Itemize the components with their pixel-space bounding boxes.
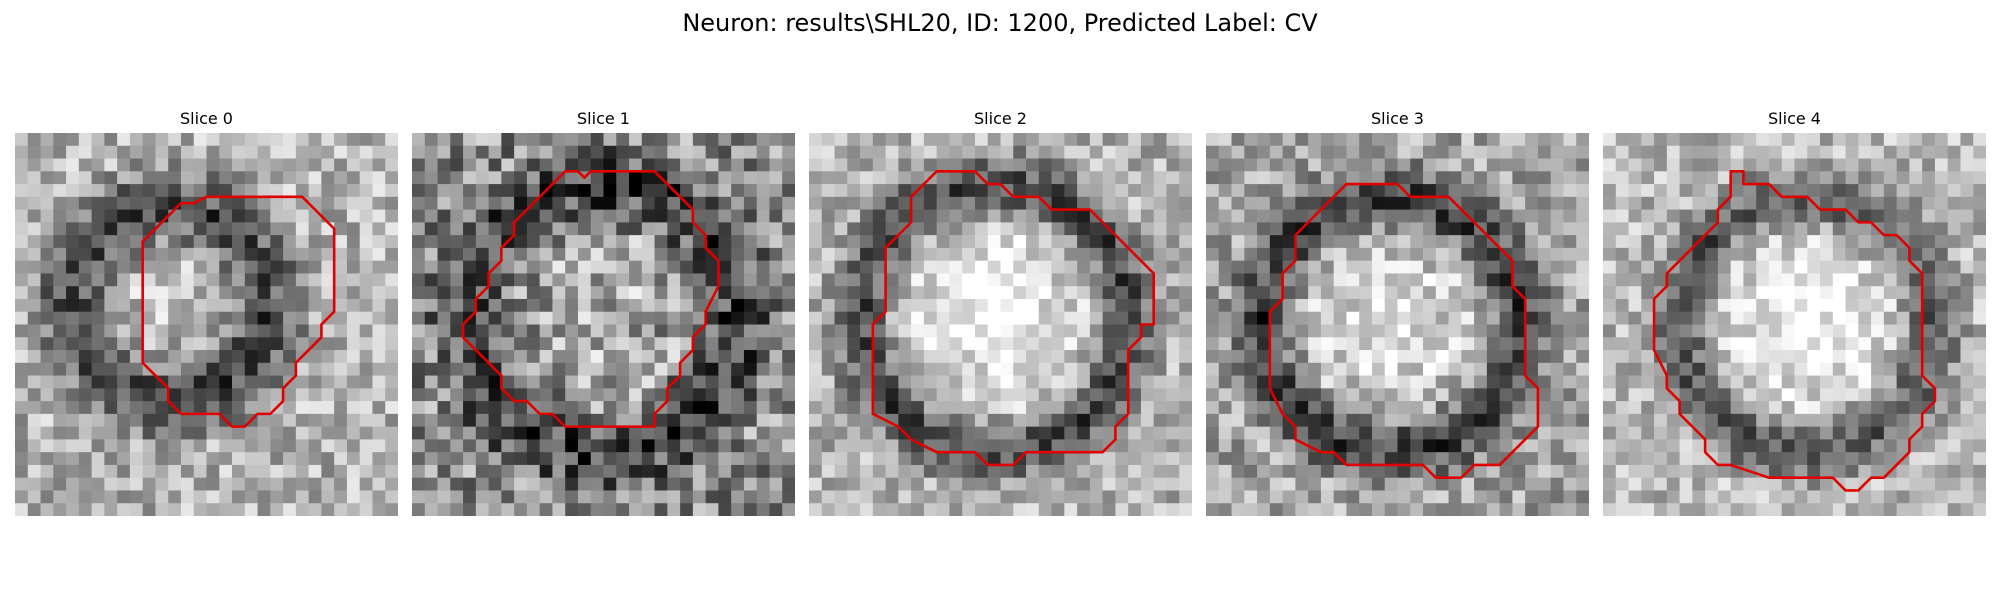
- slice-title: Slice 0: [180, 109, 233, 128]
- slice-image: [15, 133, 398, 516]
- slice-title: Slice 1: [577, 109, 630, 128]
- segmentation-contour: [1652, 169, 1937, 492]
- slice-panel-1: Slice 1: [412, 107, 795, 516]
- pixel-grid: [15, 133, 398, 516]
- slice-panel-0: Slice 0: [15, 107, 398, 516]
- slice-title: Slice 4: [1768, 109, 1821, 128]
- pixel-grid: [1206, 133, 1589, 516]
- segmentation-contour: [871, 169, 1156, 467]
- segmentation-contour: [461, 169, 720, 428]
- slice-panel-3: Slice 3: [1206, 107, 1589, 516]
- segmentation-contour: [1268, 182, 1540, 480]
- slice-image: [809, 133, 1192, 516]
- slice-panel-2: Slice 2: [809, 107, 1192, 516]
- slice-panel-4: Slice 4: [1603, 107, 1986, 516]
- slice-image: [412, 133, 795, 516]
- figure-title: Neuron: results\SHL20, ID: 1200, Predict…: [682, 9, 1318, 37]
- slice-title: Slice 3: [1371, 109, 1424, 128]
- pixel-grid: [1603, 133, 1986, 516]
- segmentation-contour: [141, 195, 336, 428]
- slice-title: Slice 2: [974, 109, 1027, 128]
- pixel-grid: [412, 133, 795, 516]
- pixel-grid: [809, 133, 1192, 516]
- slice-image: [1603, 133, 1986, 516]
- slice-image: [1206, 133, 1589, 516]
